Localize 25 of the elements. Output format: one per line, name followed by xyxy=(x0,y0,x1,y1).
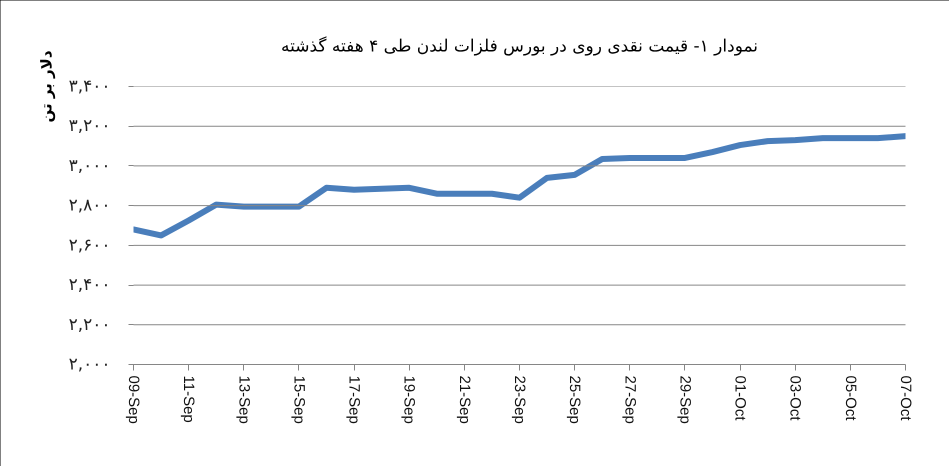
x-tick-label: 25-Sep xyxy=(566,376,584,424)
y-tick-label: ۳,۴۰۰ xyxy=(68,76,111,96)
y-tick-label: ۳,۰۰۰ xyxy=(68,156,111,176)
x-tick-label: 23-Sep xyxy=(511,376,528,424)
x-tick-label: 17-Sep xyxy=(346,376,363,424)
y-tick-label: ۲,۰۰۰ xyxy=(68,354,111,374)
y-tick-label: ۲,۶۰۰ xyxy=(68,235,111,256)
x-tick-label: 09-Sep xyxy=(125,376,142,424)
y-tick-label: ۲,۴۰۰ xyxy=(68,275,111,296)
x-tick-label: 01-Oct xyxy=(732,376,749,422)
y-tick-label: ۳,۲۰۰ xyxy=(68,116,111,136)
x-tick-label: 27-Sep xyxy=(621,376,638,424)
x-tick-label: 15-Sep xyxy=(290,376,308,424)
x-tick-label: 21-Sep xyxy=(456,376,473,424)
y-axis-title: دلار بر تن xyxy=(38,50,56,123)
x-tick-label: 05-Oct xyxy=(842,376,859,422)
x-tick-label: 03-Oct xyxy=(786,376,804,422)
x-tick-label: 07-Oct xyxy=(897,376,914,422)
chart-title: نمودار ۱- قیمت نقدی روی در بورس فلزات لندن طی ۴ هفته گذشته xyxy=(281,36,758,56)
x-tick-label: 13-Sep xyxy=(235,376,252,424)
x-tick-label: 19-Sep xyxy=(400,376,418,424)
x-tick-label: 29-Sep xyxy=(676,376,694,424)
y-tick-label: ۲,۸۰۰ xyxy=(68,196,111,216)
x-tick-label: 11-Sep xyxy=(180,376,198,423)
y-tick-label: ۲,۲۰۰ xyxy=(68,314,111,335)
